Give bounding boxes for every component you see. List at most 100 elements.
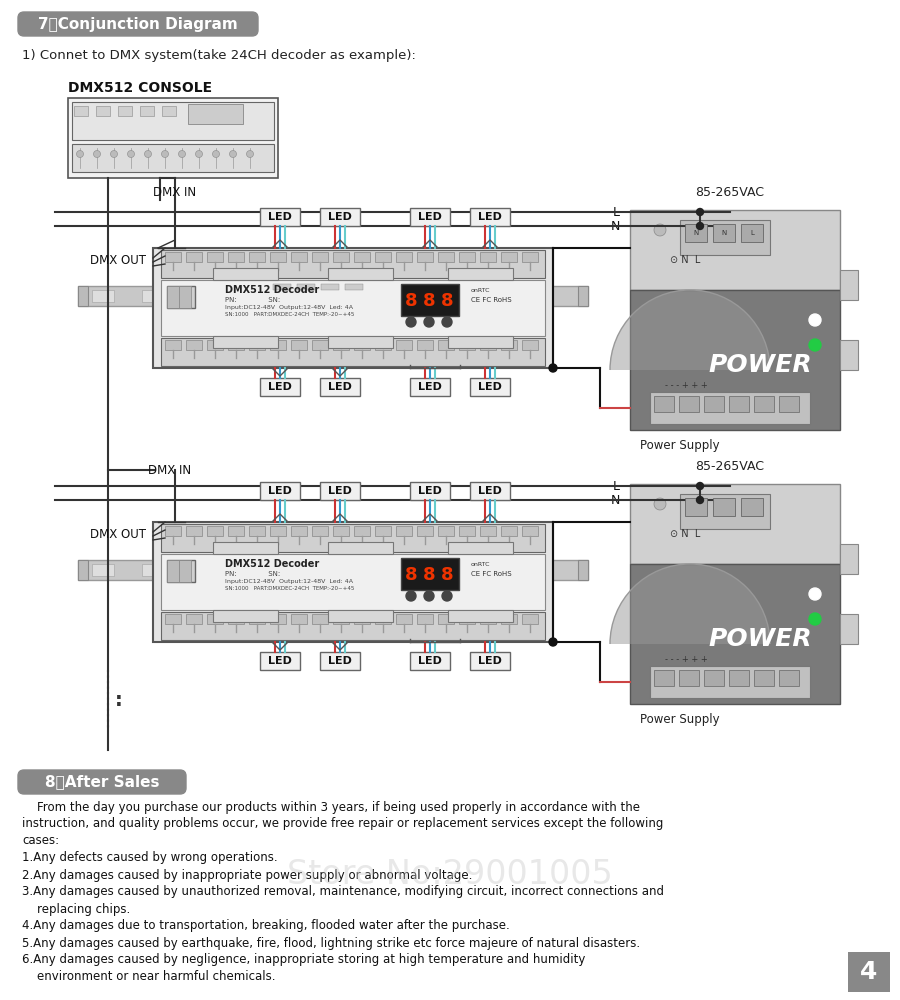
Bar [213, 336, 278, 348]
Text: onRTC: onRTC [471, 288, 491, 292]
Bar [492, 290, 514, 302]
Bar [470, 208, 510, 226]
Bar [779, 396, 799, 412]
Bar [249, 252, 265, 262]
Bar [410, 482, 450, 500]
Bar [522, 526, 538, 536]
Bar [207, 614, 223, 624]
Bar [78, 286, 88, 306]
Bar [321, 284, 339, 290]
Bar [459, 252, 475, 262]
Circle shape [424, 591, 434, 601]
Circle shape [406, 317, 416, 327]
Circle shape [809, 339, 821, 351]
Circle shape [424, 317, 434, 327]
Bar [522, 340, 538, 350]
Bar [741, 224, 763, 242]
Text: L: L [613, 206, 620, 219]
Bar [713, 498, 735, 516]
Text: 8: 8 [441, 292, 454, 310]
Bar [650, 666, 810, 698]
Text: LED: LED [268, 656, 292, 666]
Bar [273, 284, 291, 290]
Text: 8: 8 [441, 566, 454, 584]
Bar [188, 104, 243, 124]
Text: cases:: cases: [22, 834, 59, 846]
Circle shape [549, 638, 557, 646]
Bar [165, 614, 181, 624]
Bar [704, 670, 724, 686]
Text: CE FC RoHS: CE FC RoHS [471, 571, 511, 577]
Circle shape [697, 496, 704, 504]
Bar [228, 614, 244, 624]
Bar [260, 482, 300, 500]
Bar [522, 614, 538, 624]
Bar [270, 526, 286, 536]
Bar [392, 564, 414, 576]
Circle shape [809, 314, 821, 326]
Bar [333, 614, 349, 624]
Bar [779, 670, 799, 686]
Bar [685, 224, 707, 242]
Text: DMX OUT: DMX OUT [90, 253, 146, 266]
Bar [270, 614, 286, 624]
Bar [480, 614, 496, 624]
Text: LED: LED [328, 212, 352, 222]
Bar [328, 268, 393, 280]
Circle shape [809, 588, 821, 600]
Bar [179, 286, 191, 308]
Circle shape [654, 498, 666, 510]
Text: N: N [693, 230, 698, 236]
Bar [297, 284, 315, 290]
Bar [417, 252, 433, 262]
Bar [165, 526, 181, 536]
Circle shape [128, 150, 134, 157]
Bar [153, 522, 553, 642]
Text: 4: 4 [860, 960, 878, 984]
Bar [410, 378, 450, 396]
Bar [292, 290, 314, 302]
Bar [680, 220, 770, 255]
Text: LED: LED [418, 486, 442, 496]
Text: Power Supply: Power Supply [640, 438, 720, 452]
Bar [270, 252, 286, 262]
Text: instruction, and quality problems occur, we provide free repair or replacement s: instruction, and quality problems occur,… [22, 818, 663, 830]
Circle shape [442, 591, 452, 601]
Bar [333, 526, 349, 536]
Bar [179, 560, 191, 582]
Bar [848, 952, 890, 992]
Bar [754, 670, 774, 686]
Bar [161, 612, 545, 640]
Text: 8，After Sales: 8，After Sales [45, 774, 159, 790]
Circle shape [212, 150, 220, 157]
Text: LED: LED [478, 212, 502, 222]
Bar [442, 564, 464, 576]
Bar [396, 252, 412, 262]
Circle shape [654, 224, 666, 236]
Bar [213, 542, 278, 554]
Bar [213, 268, 278, 280]
Bar [459, 614, 475, 624]
Bar [396, 526, 412, 536]
Text: CE FC RoHS: CE FC RoHS [471, 297, 511, 303]
Bar [207, 526, 223, 536]
Bar [78, 560, 88, 580]
Bar [680, 494, 770, 529]
Circle shape [230, 150, 237, 157]
Bar [840, 270, 858, 300]
Text: DMX512 Decoder: DMX512 Decoder [225, 285, 320, 295]
Bar [470, 482, 510, 500]
Bar [438, 252, 454, 262]
Bar [312, 340, 328, 350]
Bar [192, 564, 214, 576]
Text: 4.Any damages due to transportation, breaking, flooded water after the purchase.: 4.Any damages due to transportation, bre… [22, 920, 509, 932]
Bar [840, 614, 858, 644]
Bar [501, 340, 517, 350]
Bar [470, 378, 510, 396]
Bar [354, 340, 370, 350]
Bar [480, 340, 496, 350]
Bar [480, 526, 496, 536]
Text: L: L [613, 480, 620, 492]
Text: LED: LED [268, 212, 292, 222]
Bar [417, 340, 433, 350]
